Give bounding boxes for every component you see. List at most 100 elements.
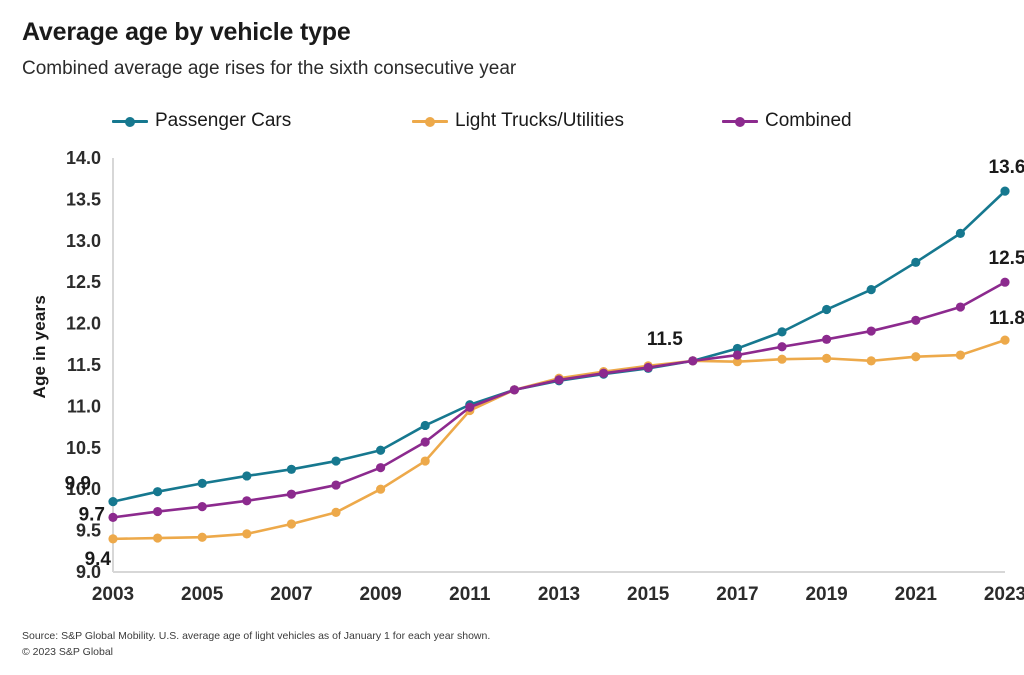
data-point <box>911 315 921 325</box>
data-point <box>108 497 118 507</box>
chart-legend: Passenger Cars Light Trucks/Utilities Comb… <box>112 110 932 132</box>
data-point <box>331 507 341 517</box>
legend-label: Passenger Cars <box>155 110 292 131</box>
x-tick-label: 2019 <box>805 584 847 605</box>
series-light-trucks-utilities <box>108 335 1010 544</box>
legend-item-combined[interactable]: Combined <box>722 110 922 132</box>
data-point <box>197 532 207 542</box>
data-point <box>197 501 207 512</box>
data-point <box>1000 186 1010 196</box>
page-subtitle: Combined average age rises for the sixth… <box>22 58 517 79</box>
data-point <box>376 445 386 455</box>
data-point <box>822 353 832 363</box>
x-tick-label: 2007 <box>270 584 312 605</box>
y-tick-label: 13.5 <box>66 189 101 209</box>
data-point <box>286 519 296 529</box>
copyright-note: © 2023 S&P Global <box>22 646 114 659</box>
y-tick-label: 9.5 <box>76 521 101 541</box>
data-point <box>643 362 653 373</box>
data-point <box>420 456 430 466</box>
x-tick-label: 2017 <box>716 584 758 605</box>
source-note: Source: S&P Global Mobility. U.S. averag… <box>22 630 491 642</box>
y-tick-label: 12.5 <box>66 272 101 292</box>
data-point <box>108 512 118 522</box>
data-point <box>1000 335 1010 345</box>
data-point <box>509 385 519 395</box>
data-point <box>777 342 787 352</box>
data-label: 13.6 <box>989 157 1024 178</box>
chart-annotations: 9.9 9.7 9.4 11.5 13.6 12.5 11.8 <box>65 157 1024 570</box>
data-point <box>376 463 386 473</box>
y-tick-label: 9.0 <box>76 562 101 582</box>
series-line <box>111 338 1007 541</box>
y-tick-label: 11.0 <box>67 396 101 416</box>
line-chart: 9.0 9.5 10.0 10.5 11.0 11.5 12.0 12.5 13.0 13.5 14… <box>65 148 1024 605</box>
x-tick-label: 2003 <box>92 584 134 605</box>
data-point <box>822 334 832 344</box>
data-label: 11.5 <box>647 329 683 350</box>
data-point <box>777 327 787 337</box>
y-axis-ticks: 9.0 9.5 10.0 10.5 11.0 11.5 12.0 12.5 13.0 13.5 14… <box>66 148 101 582</box>
data-point <box>376 484 386 494</box>
data-point <box>822 304 832 315</box>
data-label: 9.9 <box>65 474 91 495</box>
data-point <box>911 352 921 362</box>
data-point <box>331 480 341 490</box>
data-label: 9.7 <box>79 504 105 525</box>
series-passenger-cars <box>108 186 1010 507</box>
page-title: Average age by vehicle type <box>22 18 351 46</box>
data-point <box>777 354 787 364</box>
data-point <box>955 302 966 312</box>
data-label: 9.4 <box>85 549 112 570</box>
data-point <box>688 356 698 366</box>
data-point <box>153 533 163 543</box>
data-point <box>197 478 207 489</box>
data-point <box>153 487 163 497</box>
data-point <box>242 471 252 481</box>
x-tick-label: 2021 <box>895 584 938 605</box>
data-label: 12.5 <box>989 248 1024 269</box>
data-point <box>465 402 475 412</box>
data-point <box>866 285 876 295</box>
data-point <box>732 343 743 354</box>
data-point <box>554 375 564 385</box>
y-tick-label: 13.0 <box>66 231 101 251</box>
data-point <box>732 350 743 360</box>
x-tick-label: 2023 <box>984 584 1024 605</box>
series-combined <box>108 277 1010 522</box>
legend-item-light-trucks-utilities[interactable]: Light Trucks/Utilities <box>412 110 722 132</box>
data-label: 11.8 <box>989 308 1024 329</box>
legend-label: Light Trucks/Utilities <box>455 110 624 131</box>
data-point <box>866 326 876 336</box>
legend-marker-icon <box>112 114 148 128</box>
data-point <box>732 357 743 367</box>
data-point <box>153 506 163 517</box>
data-point <box>242 496 252 506</box>
series-line <box>111 280 1007 519</box>
data-point <box>242 529 252 539</box>
x-tick-label: 2005 <box>181 584 224 605</box>
x-axis-ticks: 2003 2005 2007 2009 2011 2013 2015 2017 2019 2021… <box>92 584 1024 605</box>
plot-area: 9.0 9.5 10.0 10.5 11.0 11.5 12.0 12.5 13.0 13.5 14… <box>0 140 1024 620</box>
data-point <box>955 350 966 360</box>
legend-marker-icon <box>722 114 758 128</box>
data-point <box>108 534 118 544</box>
x-tick-label: 2015 <box>627 584 670 605</box>
x-tick-label: 2013 <box>538 584 580 605</box>
legend-marker-icon <box>412 114 448 128</box>
legend-item-passenger-cars[interactable]: Passenger Cars <box>112 110 412 132</box>
data-point <box>286 489 296 499</box>
data-point <box>955 228 966 238</box>
data-point <box>866 356 876 366</box>
y-tick-label: 11.5 <box>67 355 101 375</box>
data-point <box>1000 277 1010 287</box>
data-point <box>599 368 609 378</box>
data-point <box>331 456 341 466</box>
series-line <box>111 189 1007 503</box>
y-tick-label: 12.0 <box>66 314 101 334</box>
y-tick-label: 10.5 <box>66 438 101 458</box>
x-tick-label: 2009 <box>359 584 401 605</box>
data-point <box>420 420 430 431</box>
data-point <box>420 437 430 447</box>
